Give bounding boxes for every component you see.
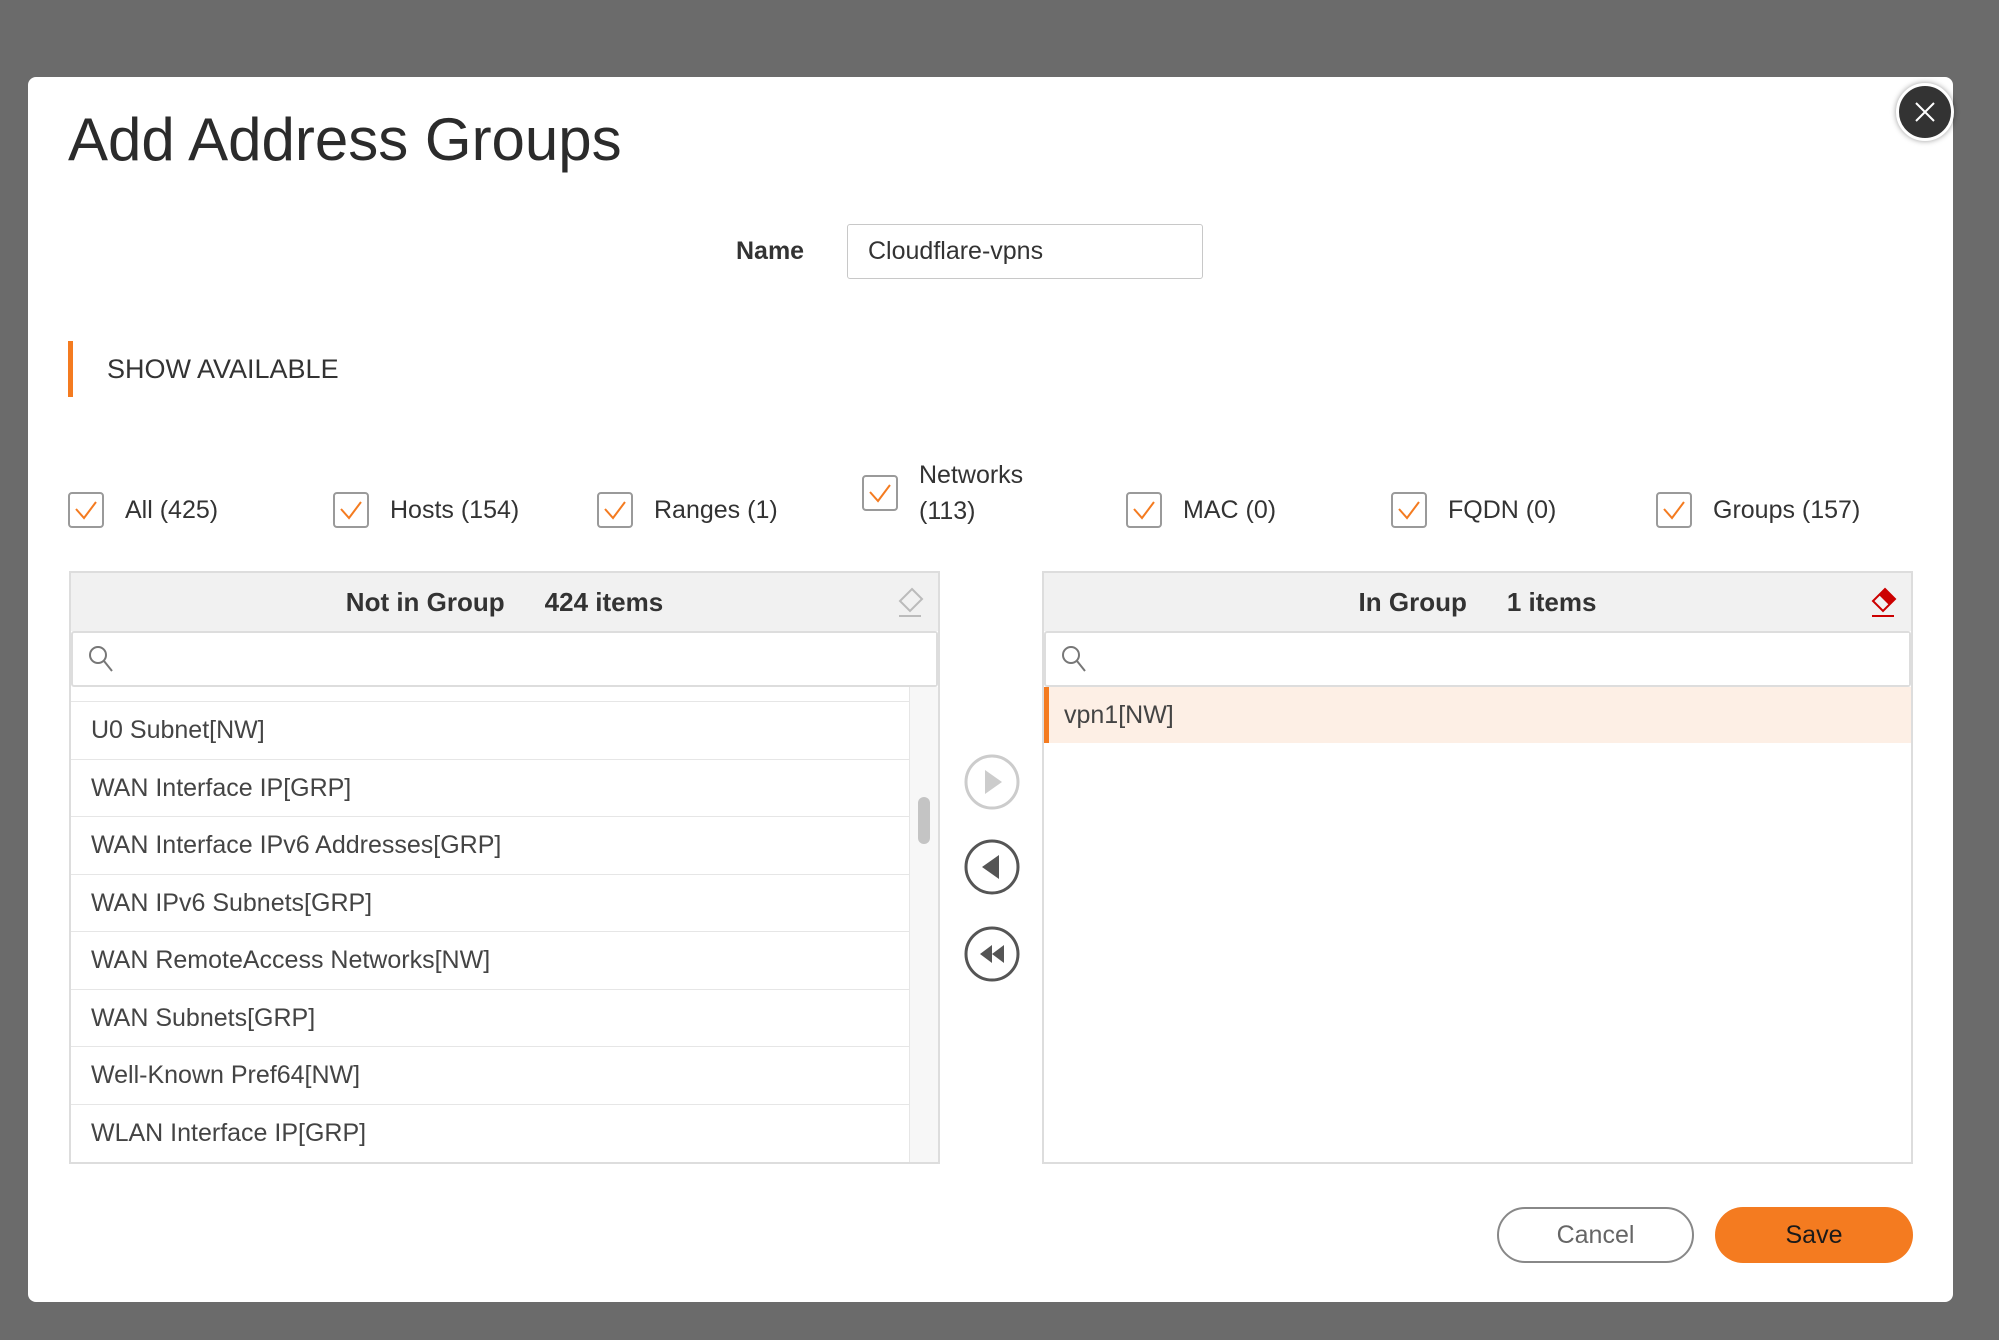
filter-label: FQDN (0): [1448, 495, 1557, 524]
eraser-icon[interactable]: [1869, 587, 1897, 626]
close-button[interactable]: [1896, 83, 1954, 141]
move-all-left-button[interactable]: [963, 925, 1021, 983]
in-group-list: vpn1[NW]: [1044, 687, 1911, 1162]
not-in-group-panel: Not in Group 424 items U0 Subnet[NW] WAN …: [69, 571, 940, 1164]
checkmark-icon: [597, 492, 633, 528]
filter-label-count: (113): [919, 497, 976, 525]
dialog-title: Add Address Groups: [68, 106, 622, 173]
filter-hosts-checkbox[interactable]: Hosts (154): [333, 492, 519, 528]
filter-networks-checkbox[interactable]: Networks (113): [862, 457, 1023, 529]
filter-all-checkbox[interactable]: All (425): [68, 492, 218, 528]
item-count: 424 items: [544, 586, 664, 617]
scrollbar-thumb[interactable]: [918, 797, 930, 844]
search-icon: [1062, 646, 1086, 672]
list-item[interactable]: WAN RemoteAccess Networks[NW]: [71, 932, 909, 990]
checkmark-icon: [1391, 492, 1427, 528]
checkmark-icon: [333, 492, 369, 528]
close-icon: [1915, 102, 1935, 122]
list-item[interactable]: WAN Interface IPv6 Addresses[GRP]: [71, 817, 909, 875]
list-item[interactable]: U0 Subnet[NW]: [71, 702, 909, 760]
checkmark-icon: [1126, 492, 1162, 528]
checkmark-icon: [862, 475, 898, 511]
list-item[interactable]: WAN IPv6 Subnets[GRP]: [71, 875, 909, 932]
save-button[interactable]: Save: [1715, 1207, 1913, 1263]
filter-label: Ranges (1): [654, 495, 778, 524]
filter-label: Networks: [919, 461, 1024, 489]
search-input[interactable]: [1098, 633, 1909, 685]
list-item[interactable]: WAN Subnets[GRP]: [71, 990, 909, 1047]
filter-ranges-checkbox[interactable]: Ranges (1): [597, 492, 778, 528]
list-item-selected[interactable]: vpn1[NW]: [1044, 687, 1911, 743]
filter-label: All (425): [125, 495, 219, 524]
search-icon: [89, 646, 113, 672]
filter-fqdn-checkbox[interactable]: FQDN (0): [1391, 492, 1556, 528]
panel-title: Not in Group: [345, 586, 505, 617]
move-left-button[interactable]: [963, 838, 1021, 896]
search-input[interactable]: [125, 633, 936, 685]
list-item[interactable]: WAN Interface IP[GRP]: [71, 760, 909, 817]
list-item[interactable]: Well-Known Pref64[NW]: [71, 1047, 909, 1105]
not-in-group-search[interactable]: [71, 631, 938, 687]
filter-mac-checkbox[interactable]: MAC (0): [1126, 492, 1276, 528]
name-input[interactable]: [847, 224, 1203, 279]
scrollbar[interactable]: [909, 687, 938, 1162]
filter-label: MAC (0): [1183, 495, 1277, 524]
eraser-icon[interactable]: [896, 587, 924, 626]
filter-groups-checkbox[interactable]: Groups (157): [1656, 492, 1860, 528]
filter-label: Hosts (154): [390, 495, 520, 524]
filter-label: Groups (157): [1713, 495, 1861, 524]
item-count: 1 items: [1506, 586, 1597, 617]
panel-header: In Group 1 items: [1044, 573, 1911, 631]
move-right-button[interactable]: [963, 753, 1021, 811]
checkmark-icon: [1656, 492, 1692, 528]
cancel-button[interactable]: Cancel: [1497, 1207, 1694, 1263]
in-group-search[interactable]: [1044, 631, 1911, 687]
checkmark-icon: [68, 492, 104, 528]
show-available-heading: SHOW AVAILABLE: [68, 341, 339, 397]
not-in-group-list: U0 Subnet[NW] WAN Interface IP[GRP] WAN …: [71, 687, 909, 1162]
list-item[interactable]: WLAN Interface IP[GRP]: [91, 1118, 367, 1147]
name-label: Name: [736, 237, 805, 265]
panel-header: Not in Group 424 items: [71, 573, 938, 631]
in-group-panel: In Group 1 items vpn1[NW]: [1042, 571, 1913, 1164]
panel-title: In Group: [1358, 586, 1467, 617]
add-address-groups-dialog: Add Address Groups Name SHOW AVAILABLE A…: [28, 77, 1953, 1302]
